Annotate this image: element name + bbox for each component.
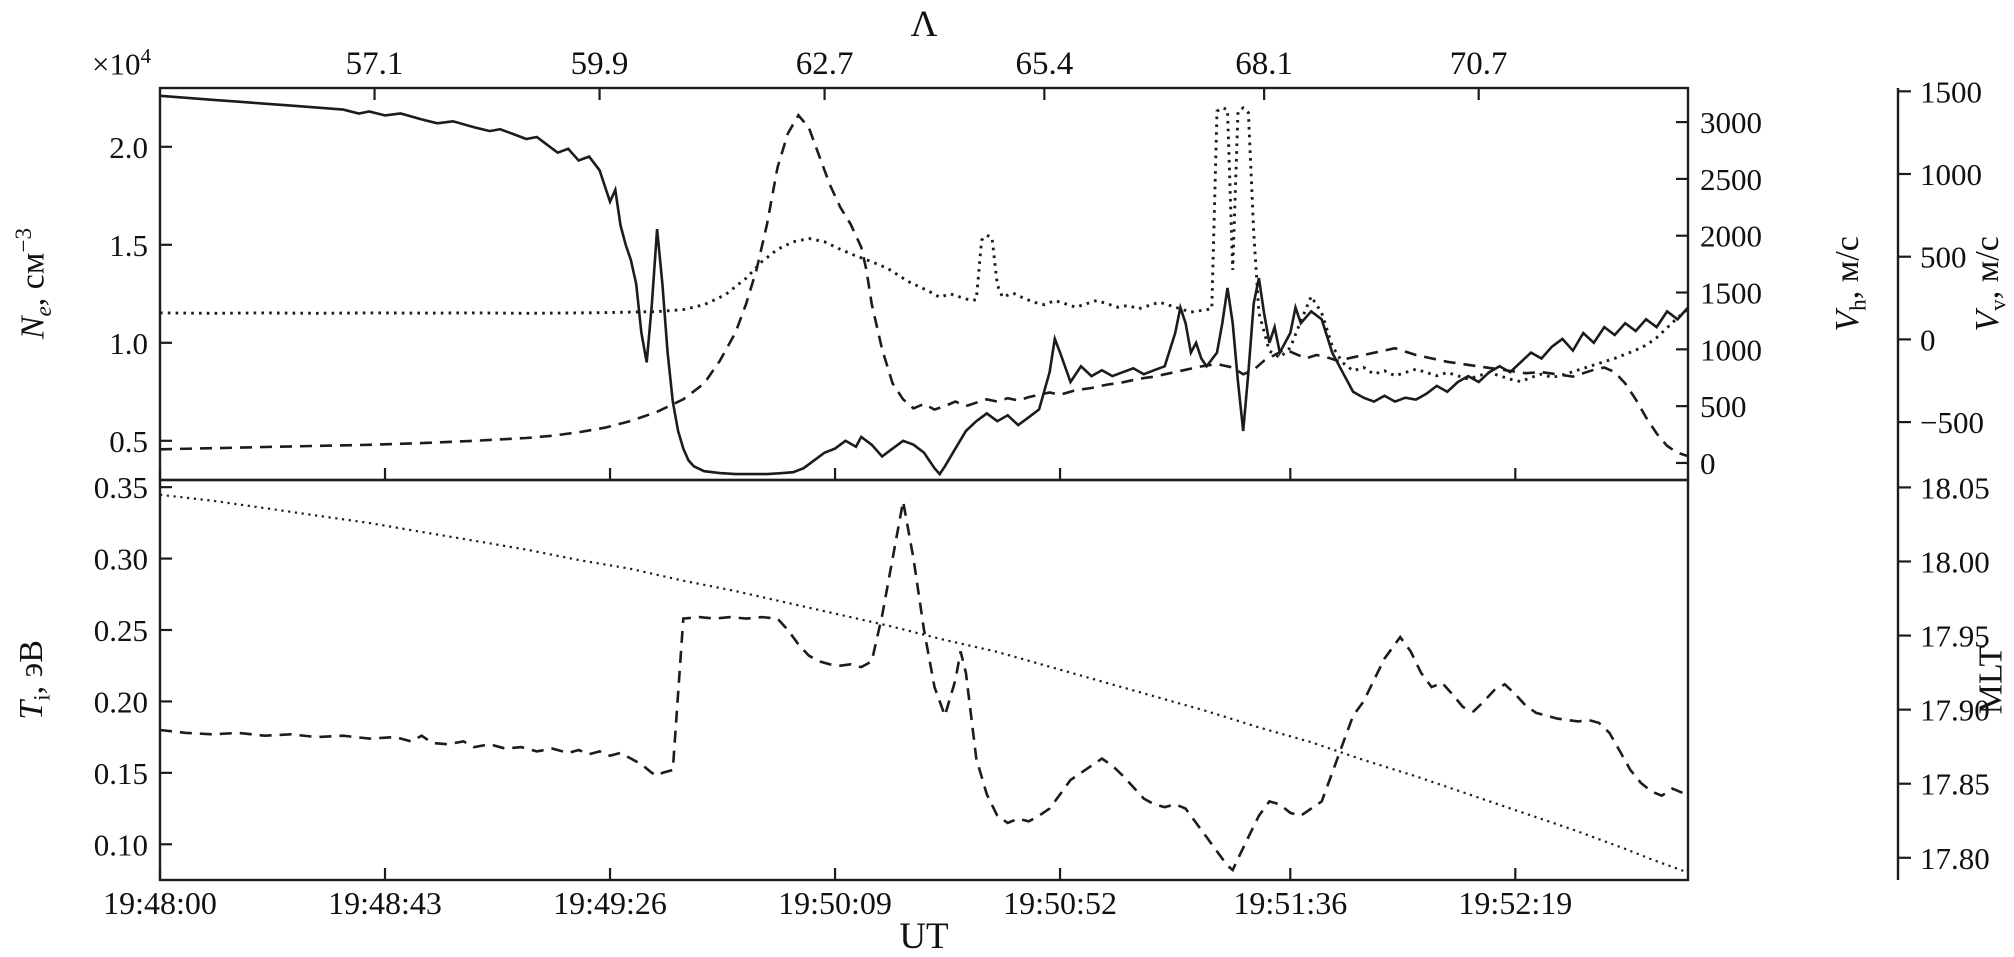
far-tick-label: 17.90 [1920,693,1990,728]
left-tick-label: 0.5 [109,424,148,459]
left-tick-label: 0.15 [94,756,148,791]
left-tick-label: 2.0 [109,130,148,165]
left-tick-label: 0.30 [94,542,148,577]
right-tick-label: 500 [1700,389,1747,424]
electron-density-series [160,94,1688,477]
top-axis-title: Λ [160,2,1688,46]
horizontal-velocity-series [160,113,1688,458]
left-tick-label: 0.25 [94,613,148,648]
left-tick-label: 0.20 [94,684,148,719]
x-tick-label: 19:48:43 [328,885,442,921]
x-tick-label: 19:50:09 [778,885,892,921]
x-tick-label: 19:51:36 [1233,885,1347,921]
far-tick-label: −500 [1920,405,1984,440]
lambda-tick-label: 65.4 [1015,46,1073,82]
multiplier-base: ×10 [92,46,141,82]
left-axis-multiplier: ×104 [92,44,151,82]
lambda-tick-label: 70.7 [1450,46,1508,82]
right-tick-label: 3000 [1700,105,1762,140]
lambda-tick-label: 57.1 [346,46,404,82]
x-tick-label: 19:49:26 [553,885,667,921]
top-axis-title-text: Λ [910,3,938,45]
lambda-tick-label: 59.9 [571,46,629,82]
far-tick-label: 17.95 [1920,619,1990,654]
top-panel-series [160,94,1688,477]
far-tick-label: 1500 [1920,74,1982,109]
right-tick-label: 1500 [1700,276,1762,311]
multiplier-exponent: 4 [140,44,152,68]
lambda-tick-label: 68.1 [1235,46,1293,82]
x-tick-label: 19:52:19 [1458,885,1572,921]
right-tick-label: 2500 [1700,162,1762,197]
x-tick-label: 19:50:52 [1003,885,1117,921]
top-panel-frame [158,86,1690,482]
left-tick-label: 1.5 [109,228,148,263]
bottom-panel-frame [158,478,1690,882]
x-axis-title-text: UT [899,915,949,957]
far-tick-label: 18.00 [1920,544,1990,579]
vertical-velocity-series [160,105,1688,384]
left-tick-label: 1.0 [109,326,148,361]
far-tick-label: 1000 [1920,157,1982,192]
far-tick-label: 18.05 [1920,470,1990,505]
right-tick-label: 1000 [1700,332,1762,367]
right-tick-label: 0 [1700,446,1716,481]
x-tick-label: 19:48:00 [103,885,217,921]
ion-temperature-series [160,501,1688,873]
far-tick-label: 17.85 [1920,767,1990,802]
far-tick-label: 17.80 [1920,841,1990,876]
far-tick-label: 0 [1920,322,1936,357]
left-tick-label: 0.10 [94,827,148,862]
x-axis-title: UT [160,915,1688,957]
right-tick-label: 2000 [1700,219,1762,254]
mlt-series [160,493,1688,874]
far-tick-label: 500 [1920,240,1967,275]
lambda-tick-label: 62.7 [796,46,854,82]
left-tick-label: 0.35 [94,470,148,505]
bottom-panel-series [160,493,1688,874]
